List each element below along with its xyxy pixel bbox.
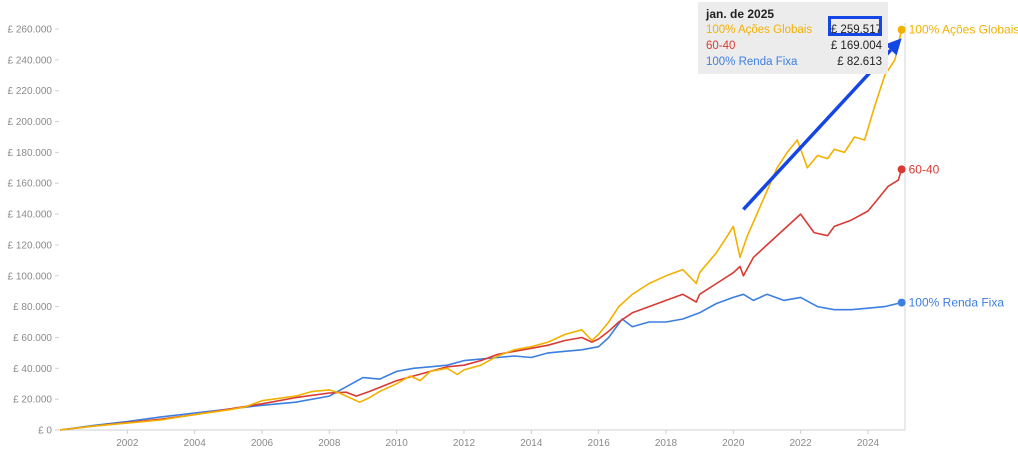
y-tick-label: £ 260.000	[8, 25, 53, 36]
y-tick-label: £ 140.000	[8, 210, 53, 221]
series-line	[59, 29, 903, 431]
x-tick-label: 2014	[520, 438, 543, 449]
tooltip-row-fixed-income: 100% Renda Fixa £ 82.613	[706, 56, 882, 72]
y-tick-label: £ 100.000	[8, 271, 53, 282]
series-line	[59, 293, 902, 431]
series-end-label: 60-40	[909, 162, 940, 176]
arrow-head	[884, 38, 902, 56]
series-end-point	[897, 298, 906, 307]
series-end-label: 100% Renda Fixa	[909, 296, 1005, 310]
y-tick-label: £ 20.000	[13, 395, 52, 406]
y-tick-label: £ 220.000	[8, 86, 53, 97]
y-tick-label: £ 160.000	[8, 179, 53, 190]
series-line	[59, 169, 903, 431]
y-tick-label: £ 200.000	[8, 117, 53, 128]
tooltip-series-value: £ 82.613	[837, 56, 882, 68]
x-tick-label: 2006	[251, 438, 274, 449]
y-tick-label: £ 180.000	[8, 148, 53, 159]
tooltip-series-name: 60-40	[706, 40, 736, 52]
tooltip-series-name: 100% Ações Globais	[706, 24, 813, 36]
y-tick-label: £ 240.000	[8, 55, 53, 66]
y-tick-label: £ 40.000	[13, 364, 52, 375]
y-tick-label: £ 120.000	[8, 240, 53, 251]
x-tick-label: 2022	[790, 438, 813, 449]
tooltip-row-60-40: 60-40 £ 169.004	[706, 40, 882, 56]
y-axis: £ 0 £ 20.000 £ 40.000 £ 60.000 £ 80.000 £ 100…	[8, 25, 59, 437]
x-tick-label: 2008	[318, 438, 341, 449]
x-tick-label: 2002	[116, 438, 139, 449]
value-highlight-box	[828, 16, 882, 36]
x-axis: 2002 2004 2006 2008 2010 2012 2014 2016 2018 2020…	[60, 23, 906, 449]
y-tick-label: £ 80.000	[13, 302, 52, 313]
arrow-shaft	[742, 48, 893, 211]
x-tick-label: 2004	[184, 438, 207, 449]
x-tick-label: 2012	[453, 438, 476, 449]
y-tick-label: £ 60.000	[13, 333, 52, 344]
tooltip-series-name: 100% Renda Fixa	[706, 56, 798, 68]
x-tick-label: 2010	[386, 438, 409, 449]
x-tick-label: 2018	[655, 438, 678, 449]
series-end-point	[897, 25, 906, 34]
end-markers: 100% Ações Globais 60-40 100% Renda Fixa	[897, 23, 1018, 310]
x-tick-label: 2016	[588, 438, 611, 449]
x-tick-label: 2024	[857, 438, 880, 449]
tooltip-title: jan. de 2025	[706, 7, 775, 21]
annotation-arrow	[742, 38, 902, 211]
series-end-point	[897, 165, 906, 174]
y-tick-label: £ 0	[38, 426, 52, 437]
series-end-label: 100% Ações Globais	[909, 23, 1018, 37]
hover-tooltip: jan. de 2025 100% Ações Globais £ 259.51…	[698, 2, 888, 74]
tooltip-series-value: £ 169.004	[830, 40, 882, 52]
x-tick-label: 2020	[722, 438, 745, 449]
series-lines	[59, 29, 903, 431]
